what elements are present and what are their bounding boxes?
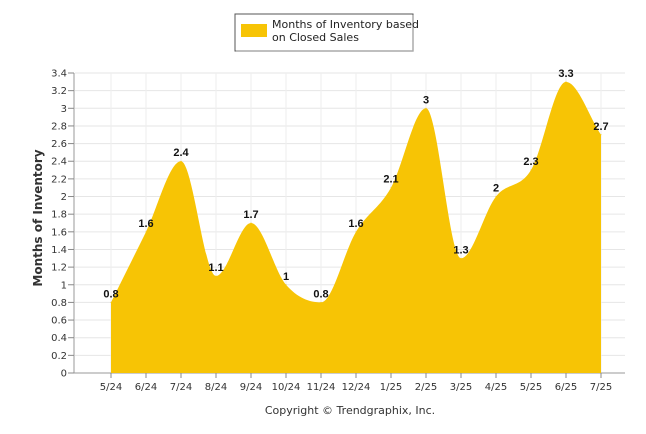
y-axis-title: Months of Inventory <box>31 149 45 286</box>
y-tick-label: 0.2 <box>51 351 67 362</box>
y-tick-label: 2 <box>61 192 67 203</box>
data-point <box>215 275 217 277</box>
x-tick-label: 7/25 <box>590 382 612 393</box>
y-tick-label: 2.8 <box>51 121 67 132</box>
x-tick-label: 6/24 <box>135 382 157 393</box>
y-tick-label: 1.6 <box>51 227 67 238</box>
x-tick-label: 6/25 <box>555 382 577 393</box>
y-tick-label: 0.4 <box>51 333 67 344</box>
data-point <box>530 169 532 171</box>
y-tick-label: 1.8 <box>51 210 67 221</box>
x-tick-label: 11/24 <box>307 382 336 393</box>
data-label: 2.1 <box>383 174 398 186</box>
data-point <box>285 284 287 286</box>
data-point <box>320 301 322 303</box>
y-tick-label: 2.6 <box>51 139 67 150</box>
data-point <box>180 160 182 162</box>
x-tick-label: 4/25 <box>485 382 507 393</box>
data-label: 1.6 <box>138 218 153 230</box>
x-tick-label: 8/24 <box>205 382 227 393</box>
data-labels: 0.8 1.6 2.4 1.1 1.7 1 0.8 1.6 2.1 3 1.3 2 2.3 3.3 2.7 <box>103 68 608 301</box>
data-label: 2.3 <box>523 156 538 168</box>
data-point <box>145 231 147 233</box>
area-series <box>111 81 601 373</box>
data-label: 3 <box>423 94 429 106</box>
x-tick-label: 1/25 <box>380 382 402 393</box>
y-axis-ticks: 0 0.2 0.4 0.6 0.8 1 1.2 1.4 1.6 1.8 2 2.2 2.4 2.6 2.8 3… <box>51 69 74 380</box>
data-label: 2 <box>493 183 499 195</box>
x-tick-label: 5/24 <box>100 382 122 393</box>
y-tick-label: 2.4 <box>51 157 67 168</box>
y-tick-label: 3 <box>61 104 67 115</box>
data-label: 0.8 <box>313 288 328 300</box>
data-point <box>600 134 602 136</box>
data-label: 1.6 <box>348 218 363 230</box>
legend-line-2: on Closed Sales <box>272 31 359 44</box>
data-point <box>110 301 112 303</box>
data-point <box>355 231 357 233</box>
x-tick-label: 7/24 <box>170 382 192 393</box>
data-label: 0.8 <box>103 288 118 300</box>
y-tick-label: 1.2 <box>51 263 67 274</box>
x-tick-label: 3/25 <box>450 382 472 393</box>
plot-area: 0 0.2 0.4 0.6 0.8 1 1.2 1.4 1.6 1.8 2 2.2 2.4 2.6 2.8 3… <box>51 68 625 393</box>
data-label: 1.3 <box>453 244 468 256</box>
data-point <box>425 107 427 109</box>
x-tick-label: 9/24 <box>240 382 262 393</box>
data-point <box>565 81 567 83</box>
data-label: 1.1 <box>208 262 223 274</box>
x-tick-label: 5/25 <box>520 382 542 393</box>
x-tick-label: 12/24 <box>342 382 371 393</box>
y-tick-label: 0.6 <box>51 316 67 327</box>
area-layer <box>110 81 602 373</box>
data-label: 3.3 <box>558 68 573 80</box>
data-point <box>390 187 392 189</box>
data-point <box>250 222 252 224</box>
data-label: 1 <box>283 271 289 283</box>
legend-line-1: Months of Inventory based <box>272 18 419 31</box>
data-point <box>495 196 497 198</box>
x-tick-label: 2/25 <box>415 382 437 393</box>
y-tick-label: 1 <box>61 280 67 291</box>
copyright-text: Copyright © Trendgraphix, Inc. <box>265 404 435 417</box>
x-tick-label: 10/24 <box>272 382 301 393</box>
legend: Months of Inventory based on Closed Sale… <box>234 13 419 52</box>
y-tick-label: 3.4 <box>51 69 67 80</box>
y-tick-label: 3.2 <box>51 86 67 97</box>
y-tick-label: 0.8 <box>51 298 67 309</box>
legend-swatch <box>241 24 267 37</box>
data-label: 1.7 <box>243 209 258 221</box>
data-point <box>460 257 462 259</box>
data-label: 2.4 <box>173 147 189 159</box>
x-axis-ticks: 5/24 6/24 7/24 8/24 9/24 10/24 11/24 12/24 1/25 2… <box>100 373 612 393</box>
y-tick-label: 2.2 <box>51 174 67 185</box>
y-tick-label: 0 <box>61 369 67 380</box>
data-label: 2.7 <box>593 121 608 133</box>
y-tick-label: 1.4 <box>51 245 67 256</box>
